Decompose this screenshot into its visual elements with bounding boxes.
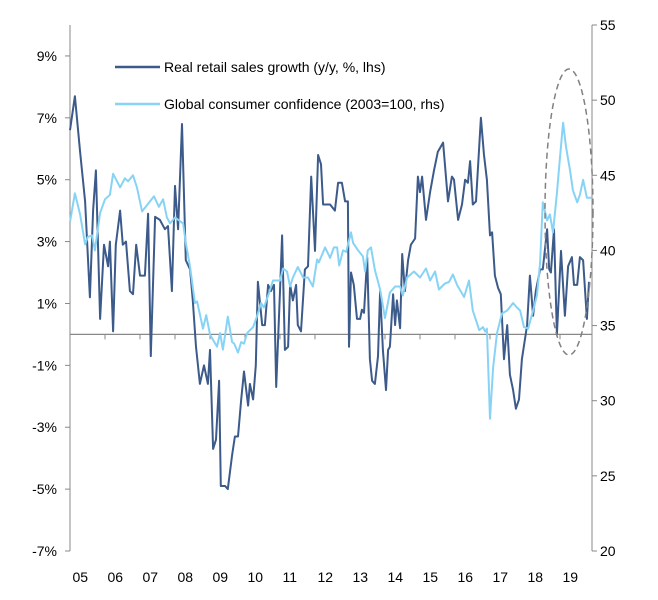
right-tick-label: 55 [600,17,616,33]
x-tick-label: 05 [73,569,89,585]
x-tick-label: 06 [108,569,124,585]
x-tick-label: 11 [283,569,298,585]
x-tick-label: 19 [563,569,579,585]
left-tick-label: -1% [32,357,57,373]
right-tick-label: 20 [600,543,616,559]
x-tick-label: 18 [528,569,544,585]
right-tick-label: 35 [600,318,616,334]
highlight-dashed-ellipse [544,68,594,356]
left-tick-label: 7% [37,110,57,126]
right-tick-label: 50 [600,92,616,108]
left-tick-label: 5% [37,172,57,188]
left-tick-label: -3% [32,419,57,435]
x-tick-label: 13 [353,569,369,585]
x-tick-label: 14 [388,569,404,585]
tick-labels: -7% -5% -3% -1% 1% 3% 5% 7% 9% 20 25 30 35 40 45 50 55 05… [32,17,616,585]
series-lines [69,95,592,491]
series-line-consumer-confidence [69,121,592,420]
x-tick-label: 10 [248,569,264,585]
right-tick-label: 30 [600,393,616,409]
legend: Real retail sales growth (y/y, %, lhs) G… [115,59,445,112]
x-tick-label: 12 [318,569,334,585]
left-tick-label: 1% [37,295,57,311]
series-line-retail-sales [69,95,590,491]
x-tick-label: 15 [423,569,439,585]
axes [65,24,597,552]
x-tick-label: 09 [213,569,229,585]
left-tick-label: 9% [37,48,57,64]
x-tick-label: 17 [493,569,509,585]
left-tick-label: 3% [37,234,57,250]
legend-label-retail-sales: Real retail sales growth (y/y, %, lhs) [164,59,385,75]
x-tick-label: 08 [178,569,194,585]
legend-label-consumer-confidence: Global consumer confidence (2003=100, rh… [164,96,445,112]
right-tick-label: 40 [600,242,616,258]
right-tick-label: 45 [600,167,616,183]
left-tick-label: -7% [32,543,57,559]
right-tick-label: 25 [600,468,616,484]
x-tick-label: 16 [458,569,474,585]
left-tick-label: -5% [32,481,57,497]
x-tick-label: 07 [143,569,159,585]
